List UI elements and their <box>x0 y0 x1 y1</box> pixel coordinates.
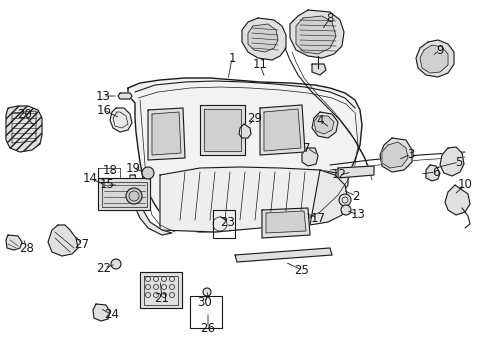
Text: 20: 20 <box>18 108 32 122</box>
Polygon shape <box>160 167 347 232</box>
Text: 26: 26 <box>200 321 215 334</box>
Circle shape <box>126 188 142 204</box>
Polygon shape <box>152 112 181 155</box>
Polygon shape <box>295 16 335 54</box>
Text: 2: 2 <box>351 189 359 202</box>
Polygon shape <box>302 148 317 166</box>
Polygon shape <box>128 78 361 232</box>
Text: 25: 25 <box>294 264 309 276</box>
Text: 21: 21 <box>154 292 169 305</box>
Polygon shape <box>200 105 244 155</box>
Polygon shape <box>425 165 439 181</box>
Text: 17: 17 <box>310 211 325 225</box>
Text: 22: 22 <box>96 261 111 274</box>
Text: 19: 19 <box>125 162 140 175</box>
Text: 6: 6 <box>431 166 439 179</box>
Text: 5: 5 <box>454 156 462 168</box>
Polygon shape <box>439 147 463 176</box>
Text: 28: 28 <box>20 242 34 255</box>
Polygon shape <box>444 185 469 215</box>
Text: 7: 7 <box>303 141 310 154</box>
Text: 15: 15 <box>100 179 114 192</box>
Polygon shape <box>419 45 447 73</box>
Polygon shape <box>98 178 150 210</box>
Polygon shape <box>6 235 22 250</box>
Circle shape <box>203 288 210 296</box>
Text: 29: 29 <box>247 112 262 125</box>
Text: 23: 23 <box>220 216 235 229</box>
Text: 12: 12 <box>331 168 346 181</box>
Text: 10: 10 <box>457 179 471 192</box>
Text: 16: 16 <box>96 104 111 117</box>
Polygon shape <box>313 116 333 134</box>
Text: 13: 13 <box>350 208 365 221</box>
Polygon shape <box>289 10 343 58</box>
Polygon shape <box>311 112 337 138</box>
Polygon shape <box>337 166 373 178</box>
Text: 27: 27 <box>74 238 89 252</box>
Polygon shape <box>262 208 309 238</box>
Polygon shape <box>311 64 325 75</box>
Circle shape <box>111 259 121 269</box>
Polygon shape <box>247 24 278 52</box>
Polygon shape <box>264 109 301 151</box>
Text: 30: 30 <box>197 297 212 310</box>
Text: 1: 1 <box>228 51 235 64</box>
Polygon shape <box>6 106 42 152</box>
Polygon shape <box>6 106 42 152</box>
Polygon shape <box>48 225 78 256</box>
Text: 14: 14 <box>82 171 97 184</box>
Circle shape <box>340 205 350 215</box>
Text: 9: 9 <box>435 44 443 57</box>
Circle shape <box>338 194 350 206</box>
Polygon shape <box>235 248 331 262</box>
Polygon shape <box>118 93 132 99</box>
Polygon shape <box>140 272 182 308</box>
Polygon shape <box>203 109 241 151</box>
Text: 8: 8 <box>325 12 333 24</box>
Text: 4: 4 <box>316 113 323 126</box>
Polygon shape <box>381 142 407 168</box>
Polygon shape <box>379 138 411 172</box>
Text: 13: 13 <box>95 90 110 103</box>
Polygon shape <box>110 108 132 132</box>
Polygon shape <box>265 211 305 233</box>
Polygon shape <box>102 182 147 207</box>
Polygon shape <box>239 124 250 138</box>
Text: 24: 24 <box>104 309 119 321</box>
Polygon shape <box>309 170 347 225</box>
Polygon shape <box>415 40 453 77</box>
Polygon shape <box>130 175 172 235</box>
Text: 3: 3 <box>407 148 414 161</box>
Polygon shape <box>148 108 184 160</box>
Polygon shape <box>260 105 305 155</box>
Text: 18: 18 <box>102 165 117 177</box>
Polygon shape <box>93 304 110 321</box>
Circle shape <box>142 167 154 179</box>
Polygon shape <box>242 18 285 60</box>
Text: 11: 11 <box>252 58 267 72</box>
